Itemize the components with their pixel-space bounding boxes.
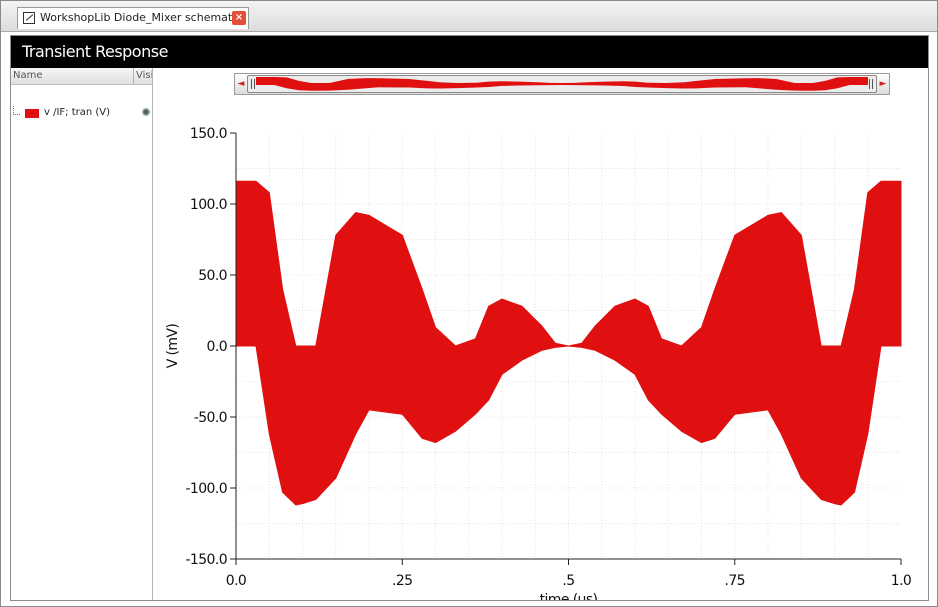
thumb-grip-left[interactable] xyxy=(251,79,255,89)
legend-swatch xyxy=(25,109,39,118)
tree-connector xyxy=(13,106,20,115)
y-axis-label: V (mV) xyxy=(165,324,181,369)
arrow-right-icon[interactable]: ► xyxy=(879,79,887,89)
panel-title: Transient Response xyxy=(22,42,168,61)
x-tick-label: .75 xyxy=(725,573,745,589)
x-axis-label: time (us) xyxy=(540,592,598,600)
y-tick-label: -50.0 xyxy=(194,410,227,426)
tab-title: WorkshopLib Diode_Mixer schematic xyxy=(40,11,242,24)
legend-header: Name Visible xyxy=(11,68,152,85)
thumb-grip-right[interactable] xyxy=(869,79,873,89)
waveform-panel: Transient Response Name Visible v /IF; t… xyxy=(10,35,929,601)
legend-item-label: v /IF; tran (V) xyxy=(44,107,111,118)
panel-header: Transient Response xyxy=(11,36,928,68)
schematic-icon xyxy=(23,12,35,24)
overview-waveform xyxy=(256,77,868,91)
legend-column-visible[interactable]: Visible xyxy=(136,70,152,81)
eye-icon[interactable] xyxy=(142,108,150,116)
x-tick-label: .5 xyxy=(562,573,574,589)
overview-scrollbar[interactable]: ◄ ► xyxy=(234,73,890,95)
x-tick-label: 1.0 xyxy=(891,573,911,589)
transient-chart[interactable]: 150.0 100.0 50.0 0.0 -50.0 -100.0 -150.0 0.0 .25… xyxy=(152,95,927,600)
legend-panel: Name Visible v /IF; tran (V) xyxy=(11,68,153,600)
legend-item[interactable]: v /IF; tran (V) xyxy=(13,106,151,122)
y-tick-label: 50.0 xyxy=(198,268,227,284)
arrow-left-icon[interactable]: ◄ xyxy=(237,79,245,89)
y-tick-label: 100.0 xyxy=(190,197,227,213)
column-divider[interactable] xyxy=(133,68,134,84)
x-tick-label: 0.0 xyxy=(226,573,246,589)
series-envelope-0[interactable] xyxy=(235,180,902,506)
close-icon[interactable]: × xyxy=(232,11,246,25)
overview-envelope xyxy=(256,77,868,91)
tab-bar: WorkshopLib Diode_Mixer schematic × xyxy=(1,1,937,32)
x-tick-label: .25 xyxy=(392,573,412,589)
y-tick-label: -100.0 xyxy=(185,481,227,497)
y-tick-label: 0.0 xyxy=(207,339,227,355)
scrollbar-thumb[interactable] xyxy=(247,75,877,93)
tab-diode-mixer-schematic[interactable]: WorkshopLib Diode_Mixer schematic × xyxy=(17,7,249,29)
legend-column-name[interactable]: Name xyxy=(13,70,43,81)
y-tick-label: 150.0 xyxy=(190,126,227,142)
y-tick-label: -150.0 xyxy=(185,552,227,568)
